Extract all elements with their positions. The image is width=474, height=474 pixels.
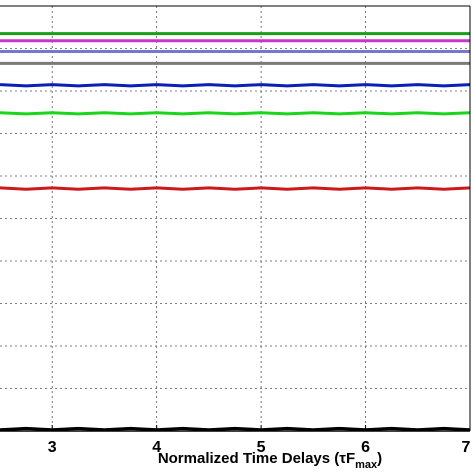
series-line-6 bbox=[0, 111, 471, 116]
series-group bbox=[0, 32, 471, 432]
series-line-5 bbox=[0, 83, 471, 88]
grid bbox=[0, 6, 470, 431]
x-axis-label: Normalized Time Delays (τFmax) bbox=[158, 450, 382, 471]
x-tick-label: 3 bbox=[48, 439, 57, 456]
series-line-7 bbox=[0, 186, 471, 191]
x-tick-labels: 3 4 5 6 7 bbox=[48, 425, 471, 456]
x-tick-label: 4 bbox=[152, 439, 161, 456]
x-tick-label: 6 bbox=[361, 439, 370, 456]
plot-frame bbox=[0, 5, 471, 432]
x-tick-label: 7 bbox=[462, 439, 471, 456]
series-line-8 bbox=[0, 426, 471, 432]
x-tick-label: 5 bbox=[257, 439, 266, 456]
